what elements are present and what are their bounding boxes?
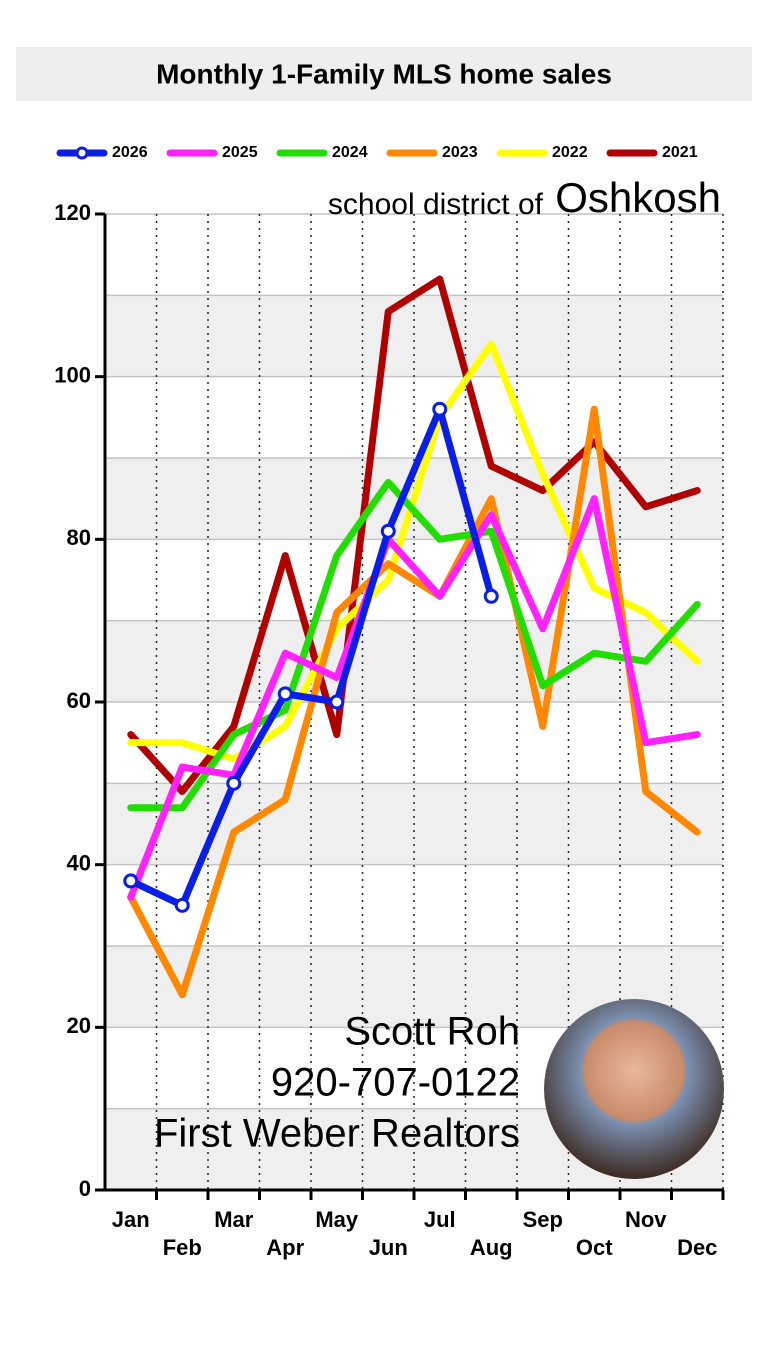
y-tick-label: 80 [67, 525, 91, 550]
agent-company: First Weber Realtors [154, 1112, 520, 1156]
legend-label: 2025 [222, 144, 258, 161]
series-line [127, 405, 701, 999]
series-marker [226, 775, 242, 791]
series-line [127, 340, 701, 763]
x-tick-label: Apr [266, 1235, 304, 1260]
series-marker [174, 897, 190, 913]
x-tick-label: Jan [112, 1207, 150, 1232]
x-tick-label: Jun [369, 1235, 408, 1260]
title-bar [16, 47, 752, 101]
series-line [127, 405, 495, 909]
x-tick-label: Jul [424, 1207, 456, 1232]
subtitle-city: Oshkosh [555, 174, 721, 221]
series-marker [123, 873, 139, 889]
grid-band [105, 295, 723, 377]
agent-photo [544, 999, 724, 1179]
series-marker [432, 401, 448, 417]
x-tick-label: Dec [677, 1235, 717, 1260]
legend-label: 2022 [552, 144, 588, 161]
x-tick-label: Aug [470, 1235, 513, 1260]
y-tick-label: 100 [54, 362, 91, 387]
series-marker [277, 686, 293, 702]
legend-marker [75, 146, 89, 160]
x-tick-label: May [315, 1207, 359, 1232]
legend-label: 2026 [112, 144, 148, 161]
agent-phone: 920-707-0122 [271, 1061, 520, 1105]
x-tick-label: Oct [576, 1235, 613, 1260]
series-marker [380, 523, 396, 539]
y-tick-label: 0 [79, 1176, 91, 1201]
series-line [127, 478, 701, 812]
legend-label: 2024 [332, 144, 368, 161]
series-marker [329, 694, 345, 710]
x-tick-label: Mar [214, 1207, 254, 1232]
series-line [127, 495, 701, 901]
x-tick-label: Feb [163, 1235, 202, 1260]
legend-label: 2021 [662, 144, 698, 161]
series-marker [483, 588, 499, 604]
y-tick-label: 20 [67, 1013, 91, 1038]
legend-label: 2023 [442, 144, 478, 161]
agent-name: Scott Roh [344, 1010, 520, 1054]
y-tick-label: 40 [67, 850, 91, 875]
x-tick-label: Sep [523, 1207, 563, 1232]
chart-title: Monthly 1-Family MLS home sales [156, 58, 612, 89]
y-tick-label: 120 [54, 200, 91, 225]
x-tick-label: Nov [625, 1207, 667, 1232]
y-tick-label: 60 [67, 688, 91, 713]
subtitle: school district of [328, 188, 544, 221]
